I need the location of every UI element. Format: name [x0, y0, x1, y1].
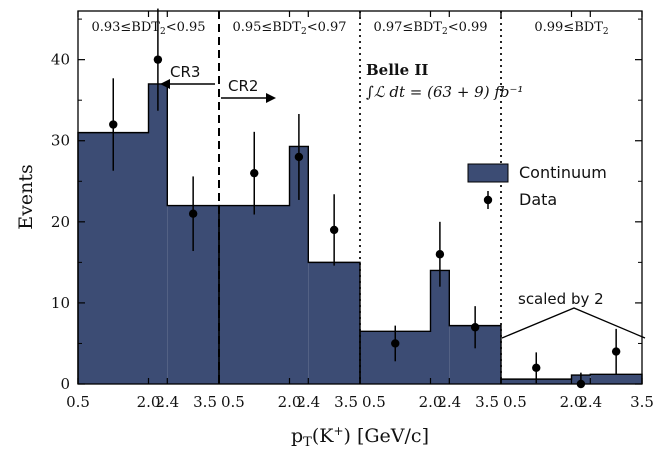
continuum-bars — [78, 83, 642, 384]
cr3-arrow-head — [160, 79, 170, 89]
data-point — [153, 55, 163, 64]
continuum-bar — [219, 205, 290, 384]
x-tick-label: 0.5 — [221, 393, 245, 411]
x-tick-label: 2.4 — [578, 393, 602, 411]
scaled-note: scaled by 2 — [518, 290, 604, 308]
legend-continuum-swatch — [467, 163, 509, 183]
x-tick-label: 0.5 — [503, 393, 527, 411]
cr2-label: CR2 — [228, 77, 258, 95]
belle-label: Belle II — [366, 61, 428, 79]
legend-data-marker — [483, 195, 493, 205]
region-separators — [218, 11, 502, 384]
legend-continuum-label: Continuum — [519, 163, 607, 182]
y-tick-label: 40 — [51, 51, 70, 69]
region-label: 0.93≤BDT2<0.95 — [91, 20, 205, 37]
data-point — [611, 347, 621, 356]
scaled-annotation: scaled by 2 — [501, 290, 646, 339]
x-tick-label: 2.4 — [155, 393, 179, 411]
continuum-bar — [430, 270, 450, 384]
cr3-label: CR3 — [170, 63, 200, 81]
continuum-bar — [590, 374, 642, 384]
legend-data-label: Data — [519, 190, 557, 209]
x-axis-label: pT(K+) [GeV/c] — [291, 424, 429, 449]
x-tick-label: 2.0 — [560, 393, 584, 411]
x-tick-label: 2.0 — [278, 393, 302, 411]
data-points — [109, 8, 621, 389]
experiment-label: Belle II ∫ℒ dt = (63 + 9) fb⁻¹ — [366, 61, 523, 101]
data-point — [435, 250, 445, 259]
y-tick-label: 30 — [51, 132, 70, 150]
continuum-bar — [78, 132, 149, 384]
cr-annotations: CR3 CR2 — [160, 63, 276, 103]
x-tick-label: 3.5 — [334, 393, 358, 411]
continuum-bar — [289, 146, 309, 384]
data-point — [294, 152, 304, 162]
data-point — [391, 339, 400, 348]
cr2-arrow-head — [266, 93, 276, 103]
data-point — [250, 168, 259, 178]
x-tick-label: 3.5 — [475, 393, 499, 411]
x-tick-label: 3.5 — [193, 393, 217, 411]
data-point — [470, 323, 480, 332]
data-point — [532, 363, 541, 372]
x-tick-label: 2.4 — [296, 393, 320, 411]
luminosity-label: ∫ℒ dt = (63 + 9) fb⁻¹ — [366, 83, 523, 101]
x-tick-label: 2.0 — [419, 393, 443, 411]
y-tick-label: 0 — [60, 375, 70, 393]
continuum-bar — [308, 262, 360, 384]
data-point — [329, 225, 339, 235]
x-tick-label: 2.4 — [437, 393, 461, 411]
y-tick-label: 20 — [51, 213, 70, 231]
region-label: 0.97≤BDT2<0.99 — [373, 20, 487, 37]
legend: Continuum Data — [467, 163, 607, 209]
region-label: 0.95≤BDT2<0.97 — [232, 20, 346, 37]
x-tick-label: 3.5 — [630, 393, 654, 411]
x-tick-label: 0.5 — [66, 393, 90, 411]
region-labels: 0.93≤BDT2<0.95 0.95≤BDT2<0.97 0.97≤BDT2<0.… — [91, 20, 608, 37]
x-tick-label: 2.0 — [137, 393, 161, 411]
scaled-bracket — [501, 307, 646, 339]
region-label: 0.99≤BDT2 — [534, 20, 608, 37]
x-tick-label: 0.5 — [362, 393, 386, 411]
data-point — [188, 209, 198, 218]
y-tick-label: 10 — [51, 294, 70, 312]
y-axis-label: Events — [15, 164, 37, 229]
continuum-bar — [148, 83, 168, 384]
data-point — [109, 120, 118, 129]
